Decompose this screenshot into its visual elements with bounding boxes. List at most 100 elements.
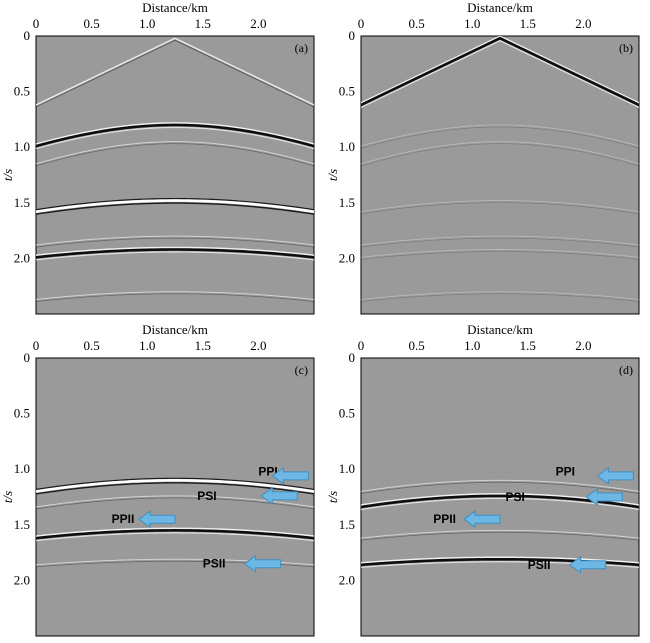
y-tick-label: 0.5 (339, 84, 355, 99)
x-axis-label: Distance/km (142, 0, 208, 15)
y-tick-label: 0.5 (14, 84, 30, 99)
reflection-event (36, 126, 314, 150)
x-tick-label: 0 (358, 338, 365, 353)
reflection-event (361, 531, 639, 541)
reflection-event (361, 556, 639, 564)
x-tick-label: 0.5 (408, 16, 424, 31)
pointer-arrow-icon (260, 486, 298, 505)
reflection-event (36, 246, 314, 257)
x-tick-label: 0 (33, 338, 40, 353)
panel-d: Distance/km t/s 0 0.5 1.0 1.5 2.0 0 0.5 1.0 1.5 2.0… (325, 322, 650, 643)
y-tick-label: 2.0 (14, 250, 30, 265)
x-tick-label: 1.5 (520, 338, 536, 353)
panel-label: (d) (619, 363, 633, 377)
seismic-chart: Distance/km t/s 0 0.5 1.0 1.5 2.0 0 0.5 1.0 1.5 2.0… (0, 0, 315, 315)
event-annotation-label: PPII (433, 512, 456, 526)
reflection-event (36, 202, 314, 215)
reflection-event (361, 141, 639, 165)
y-tick-label: 1.5 (339, 195, 355, 210)
reflection-event (361, 497, 639, 511)
reflection-event (36, 248, 314, 259)
x-tick-label: 1.0 (464, 338, 480, 353)
reflection-event (36, 529, 314, 540)
panel-c: Distance/km t/s 0 0.5 1.0 1.5 2.0 0 0.5 1.0 1.5 2.0… (0, 322, 325, 643)
y-tick-label: 2.0 (339, 250, 355, 265)
x-tick-label: 1.0 (139, 16, 155, 31)
x-tick-label: 1.0 (464, 16, 480, 31)
y-tick-label: 1.0 (339, 139, 355, 154)
x-tick-label: 1.5 (195, 338, 211, 353)
plot-area (360, 35, 640, 315)
x-tick-label: 0 (33, 16, 40, 31)
y-tick-label: 0.5 (339, 406, 355, 421)
reflection-event (36, 141, 314, 165)
event-annotation-label: PSII (528, 558, 551, 572)
reflection-event (361, 200, 639, 213)
reflection-event (36, 37, 314, 106)
y-axis-label: t/s (0, 491, 15, 503)
event-annotation-label: PPI (556, 464, 575, 478)
plot-area (35, 35, 315, 315)
pointer-arrow-icon (463, 510, 501, 529)
x-tick-label: 0.5 (83, 16, 99, 31)
x-axis-label: Distance/km (467, 322, 533, 337)
y-tick-label: 1.5 (339, 517, 355, 532)
x-tick-label: 2.0 (250, 338, 266, 353)
event-annotation-label: PSI (506, 490, 525, 504)
reflection-event (36, 197, 314, 211)
reflection-event (36, 291, 314, 301)
pointer-arrow-icon (271, 466, 309, 485)
reflection-event (36, 532, 314, 542)
reflection-event (36, 477, 314, 491)
x-tick-label: 0.5 (83, 338, 99, 353)
reflection-event (361, 36, 639, 104)
x-tick-label: 1.0 (139, 338, 155, 353)
reflection-event (361, 36, 639, 107)
panel-b: Distance/km t/s 0 0.5 1.0 1.5 2.0 0 0.5 1.0 1.5 2.0… (325, 0, 650, 321)
x-tick-label: 2.0 (575, 16, 591, 31)
y-tick-label: 0 (24, 28, 31, 43)
panel-a: Distance/km t/s 0 0.5 1.0 1.5 2.0 0 0.5 1.0 1.5 2.0… (0, 0, 325, 321)
x-tick-label: 0.5 (408, 338, 424, 353)
y-axis-label: t/s (325, 491, 340, 503)
y-axis-label: t/s (0, 169, 15, 181)
y-tick-label: 1.5 (14, 517, 30, 532)
x-tick-label: 0 (358, 16, 365, 31)
reflection-event (361, 237, 639, 248)
reflection-event (361, 481, 639, 494)
pointer-arrow-icon (138, 510, 176, 529)
reflection-event (361, 293, 639, 302)
x-axis-label: Distance/km (142, 322, 208, 337)
x-tick-label: 1.5 (195, 16, 211, 31)
reflection-event (361, 126, 639, 149)
reflection-event (36, 497, 314, 510)
panel-label: (a) (295, 41, 308, 55)
pointer-arrow-icon (585, 488, 623, 506)
reflection-event (361, 235, 639, 246)
reflection-event (36, 527, 314, 537)
reflection-event (36, 122, 314, 145)
reflection-event (361, 249, 639, 258)
reflection-event (36, 123, 314, 148)
y-tick-label: 0 (349, 350, 356, 365)
x-tick-label: 2.0 (575, 338, 591, 353)
reflection-event (361, 143, 639, 167)
pointer-arrow-icon (596, 466, 634, 485)
reflection-event (361, 479, 639, 492)
reflection-event (361, 40, 639, 108)
seismic-chart: Distance/km t/s 0 0.5 1.0 1.5 2.0 0 0.5 1.0 1.5 2.0… (0, 322, 315, 637)
pointer-arrow-icon (243, 554, 282, 573)
seismic-chart: Distance/km t/s 0 0.5 1.0 1.5 2.0 0 0.5 1.0 1.5 2.0… (325, 0, 640, 315)
x-tick-label: 1.5 (520, 16, 536, 31)
reflection-event (36, 237, 314, 248)
reflection-event (36, 199, 314, 213)
y-tick-label: 0 (24, 350, 31, 365)
reflection-event (361, 291, 639, 300)
y-tick-label: 2.0 (14, 572, 30, 587)
event-annotation-label: PSI (197, 489, 216, 503)
panel-label: (c) (295, 363, 308, 377)
reflection-event (36, 293, 314, 302)
reflection-event (36, 235, 314, 246)
x-tick-label: 2.0 (250, 16, 266, 31)
y-tick-label: 2.0 (339, 572, 355, 587)
